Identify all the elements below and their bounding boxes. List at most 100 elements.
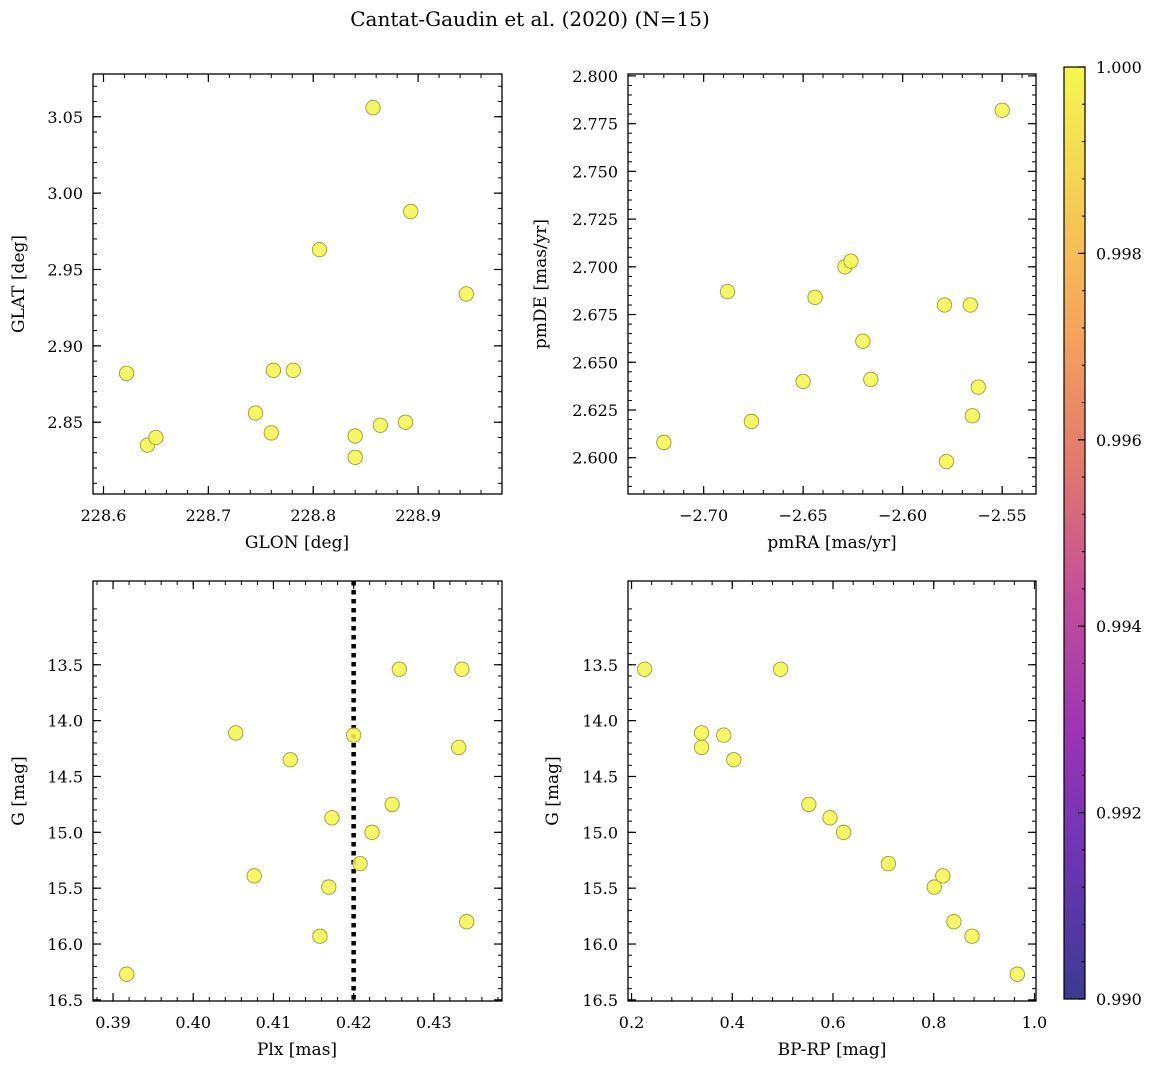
x-tick-label: −2.55 <box>978 506 1027 525</box>
data-point <box>311 241 328 258</box>
data-point <box>148 429 164 446</box>
data-point <box>962 297 978 313</box>
x-tick-label: 0.43 <box>416 1013 452 1032</box>
data-point <box>726 752 742 768</box>
data-point <box>263 425 279 441</box>
data-point <box>372 417 388 433</box>
data-point <box>1009 966 1026 982</box>
plot-frame <box>627 580 1037 1002</box>
data-point <box>863 371 879 388</box>
data-point <box>397 414 414 430</box>
x-axis-label: Plx [mas] <box>257 1040 337 1060</box>
colorbar-tick-label: 1.000 <box>1096 58 1142 77</box>
figure-title: Cantat-Gaudin et al. (2020) (N=15) <box>350 7 710 31</box>
y-tick-label: 14.0 <box>47 712 83 731</box>
data-point <box>964 408 980 424</box>
data-point <box>970 379 986 395</box>
x-tick-label: 228.9 <box>395 506 441 525</box>
y-axis-label: G [mag] <box>9 756 29 825</box>
data-point <box>247 405 264 421</box>
y-tick-label: 2.775 <box>572 115 618 134</box>
data-point <box>994 102 1010 118</box>
y-tick-label: 16.0 <box>582 935 618 954</box>
data-point <box>880 855 897 872</box>
data-point <box>459 914 475 930</box>
data-point <box>347 449 363 465</box>
colorbar-gradient <box>1064 67 1085 999</box>
data-point <box>964 928 980 944</box>
x-tick-label: 0.40 <box>175 1013 211 1032</box>
x-tick-label: −2.60 <box>878 506 927 525</box>
y-axis-label: GLAT [deg] <box>9 235 29 333</box>
panel-glon-glat: GLON [deg] GLAT [deg] 228.6 228.7 228.8 228… <box>9 73 503 553</box>
y-tick-label: 14.5 <box>47 767 83 786</box>
data-point <box>936 297 953 313</box>
data-point <box>265 362 282 378</box>
y-axis-label: pmDE [mas/yr] <box>531 219 551 349</box>
data-point <box>843 253 859 269</box>
data-point <box>321 879 337 895</box>
y-tick-label: 3.05 <box>47 108 83 127</box>
data-point <box>926 879 942 895</box>
x-tick-label: 0.42 <box>336 1013 372 1032</box>
x-tick-label: 1.0 <box>1022 1013 1047 1032</box>
y-tick-label: 15.0 <box>582 823 618 842</box>
x-tick-label: 0.8 <box>921 1013 946 1032</box>
y-tick-label: 2.650 <box>572 353 618 372</box>
x-axis-label: GLON [deg] <box>245 533 349 553</box>
colorbar: 0.990 0.992 0.994 0.996 0.998 1.000 <box>1063 58 1142 1009</box>
data-point <box>807 289 823 306</box>
data-point <box>454 661 470 677</box>
data-point <box>391 661 407 677</box>
colorbar-frame <box>1063 66 1086 1000</box>
data-point <box>795 373 811 390</box>
y-tick-label: 2.700 <box>572 258 618 277</box>
data-point <box>282 752 298 768</box>
data-point <box>324 810 340 826</box>
y-tick-label: 16.5 <box>582 991 618 1010</box>
data-point <box>946 914 962 930</box>
y-tick-label: 16.5 <box>47 991 83 1010</box>
data-point <box>835 824 852 840</box>
colorbar-tick-label: 0.996 <box>1096 431 1142 450</box>
colorbar-tick-label: 0.990 <box>1096 990 1142 1009</box>
data-point <box>656 434 672 451</box>
panel-pmra-pmde: pmRA [mas/yr] pmDE [mas/yr] −2.70 −2.65 −2… <box>531 67 1037 553</box>
y-tick-label: 2.750 <box>572 162 618 181</box>
y-tick-label: 15.0 <box>47 823 83 842</box>
x-tick-label: −2.65 <box>779 506 828 525</box>
y-tick-label: 15.5 <box>47 879 83 898</box>
panel-plx-g: Plx [mas] G [mag] 0.39 0.40 0.41 0.42 0.43 13… <box>9 580 503 1060</box>
y-tick-label: 2.800 <box>572 67 618 86</box>
x-tick-label: 0.4 <box>720 1013 745 1032</box>
y-tick-label: 15.5 <box>582 879 618 898</box>
data-point <box>352 855 368 872</box>
data-point <box>719 283 736 300</box>
data-point <box>347 428 363 444</box>
data-point <box>801 796 817 813</box>
data-point <box>364 824 380 840</box>
data-point <box>855 333 871 349</box>
data-point <box>228 725 244 741</box>
colorbar-tick-label: 0.992 <box>1096 804 1142 823</box>
data-point <box>345 727 362 743</box>
x-tick-label: −2.70 <box>679 506 728 525</box>
data-point <box>772 661 789 677</box>
y-tick-label: 13.5 <box>47 656 83 675</box>
data-point <box>935 868 951 884</box>
y-axis-label: G [mag] <box>543 756 563 825</box>
colorbar-tick-label: 0.994 <box>1096 617 1142 636</box>
x-axis-label: pmRA [mas/yr] <box>767 533 896 553</box>
data-point <box>312 928 328 944</box>
data-point <box>384 796 400 813</box>
data-point <box>365 99 381 116</box>
y-tick-label: 14.5 <box>582 767 618 786</box>
data-point <box>451 739 467 756</box>
y-tick-label: 2.675 <box>572 306 618 325</box>
y-tick-label: 2.600 <box>572 449 618 468</box>
x-tick-label: 0.2 <box>619 1013 644 1032</box>
y-tick-label: 2.625 <box>572 401 618 420</box>
y-tick-label: 13.5 <box>582 656 618 675</box>
data-point <box>822 810 838 826</box>
data-point <box>693 739 710 756</box>
